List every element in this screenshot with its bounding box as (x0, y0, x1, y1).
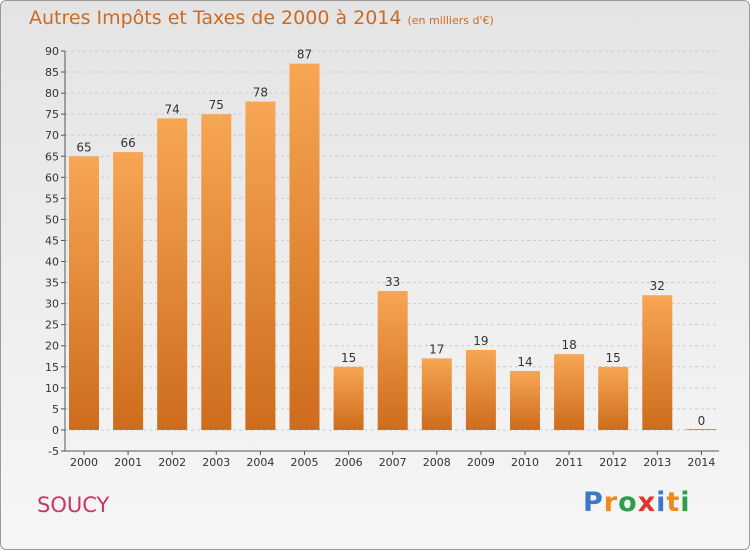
y-tick-label: 0 (52, 424, 59, 437)
data-label: 66 (120, 136, 135, 150)
y-tick-label: 15 (45, 361, 59, 374)
bar (113, 152, 144, 430)
y-tick-label: 75 (45, 108, 59, 121)
y-tick-label: 5 (52, 403, 59, 416)
logo-letter: P (583, 487, 604, 518)
chart-subtitle: (en milliers d'€) (407, 14, 494, 27)
y-tick-label: -5 (48, 445, 59, 458)
logo-letter: i (680, 487, 691, 518)
data-label: 17 (429, 342, 444, 356)
data-label: 15 (606, 351, 621, 365)
logo-letter: o (618, 487, 638, 518)
chart-title: Autres Impôts et Taxes de 2000 à 2014 (en… (29, 7, 494, 29)
x-tick-label: 2008 (423, 456, 451, 469)
bar (686, 428, 717, 430)
y-tick-label: 50 (45, 213, 59, 226)
x-tick-label: 2007 (379, 456, 407, 469)
y-tick-label: 65 (45, 150, 59, 163)
x-tick-label: 2001 (114, 456, 142, 469)
bar (421, 358, 452, 430)
y-tick-label: 30 (45, 298, 59, 311)
data-label: 32 (650, 279, 665, 293)
data-label: 78 (253, 86, 268, 100)
bar (69, 156, 99, 430)
bar (245, 101, 276, 430)
data-label: 75 (209, 98, 224, 112)
y-tick-label: 80 (45, 87, 59, 100)
data-label: 74 (165, 102, 180, 116)
y-tick-label: 60 (45, 171, 59, 184)
data-label: 33 (385, 275, 400, 289)
x-tick-label: 2000 (70, 456, 98, 469)
data-label: 87 (297, 48, 312, 62)
data-label: 15 (341, 351, 356, 365)
x-tick-label: 2011 (555, 456, 583, 469)
logo-letter: x (637, 487, 657, 518)
bar (157, 118, 188, 430)
bar (598, 366, 629, 430)
data-labels: 65 66 74 75 78 87 15 33 17 19 14 18 15 32 0 (76, 48, 705, 428)
data-label: 14 (517, 355, 532, 369)
x-tick-label: 2010 (511, 456, 539, 469)
data-label: 65 (76, 140, 91, 154)
x-tick-label: 2014 (687, 456, 715, 469)
y-tick-label: 70 (45, 129, 59, 142)
logo-letter: t (666, 487, 681, 518)
y-tick-label: 10 (45, 382, 59, 395)
bar (377, 291, 408, 430)
data-label: 18 (561, 338, 576, 352)
x-tick-label: 2012 (599, 456, 627, 469)
proxiti-logo: Proxiti (583, 487, 691, 518)
bar (333, 366, 364, 430)
bars (69, 63, 717, 430)
y-tick-label: 55 (45, 192, 59, 205)
y-tick-label: 45 (45, 234, 59, 247)
bar (289, 63, 320, 430)
y-tick-label: 35 (45, 277, 59, 290)
x-tick-label: 2004 (246, 456, 274, 469)
x-tick-label: 2009 (467, 456, 495, 469)
y-tick-label: 40 (45, 256, 59, 269)
data-label: 19 (473, 334, 488, 348)
x-tick-label: 2003 (202, 456, 230, 469)
chart-title-text: Autres Impôts et Taxes de 2000 à 2014 (29, 7, 402, 29)
x-tick-label: 2006 (335, 456, 363, 469)
y-tick-label: 90 (45, 45, 59, 58)
y-tick-label: 25 (45, 319, 59, 332)
bar (554, 354, 585, 430)
place-name: SOUCY (37, 493, 110, 517)
logo-letter: r (603, 487, 619, 518)
x-tick-label: 2002 (158, 456, 186, 469)
bar (465, 349, 496, 430)
data-label: 0 (698, 414, 706, 428)
y-tick-label: 85 (45, 66, 59, 79)
axes: -5 0 5 10 15 20 25 30 35 40 45 50 55 60 65 70 75 80 85 90 20… (45, 45, 719, 469)
bar (201, 114, 232, 430)
y-tick-label: 20 (45, 340, 59, 353)
x-tick-label: 2013 (643, 456, 671, 469)
x-tick-label: 2005 (291, 456, 319, 469)
bar (642, 295, 673, 430)
bar (510, 371, 540, 430)
logo-letter: i (656, 487, 667, 518)
